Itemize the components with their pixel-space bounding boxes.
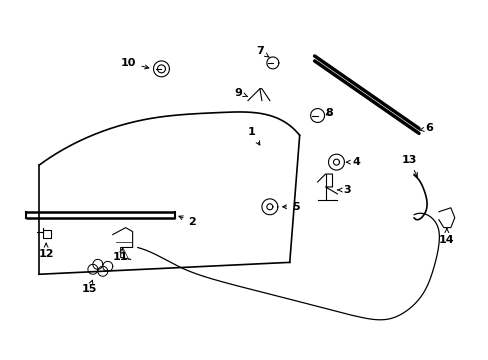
Text: 8: 8 bbox=[325, 108, 333, 117]
Text: 12: 12 bbox=[38, 243, 54, 260]
Text: 2: 2 bbox=[179, 216, 196, 227]
Text: 7: 7 bbox=[256, 46, 268, 57]
Text: 1: 1 bbox=[247, 127, 259, 145]
Text: 4: 4 bbox=[346, 157, 360, 167]
Text: 5: 5 bbox=[282, 202, 299, 212]
Text: 13: 13 bbox=[401, 155, 416, 176]
Text: 3: 3 bbox=[337, 185, 350, 195]
Text: 9: 9 bbox=[234, 88, 247, 98]
Text: 14: 14 bbox=[438, 229, 454, 244]
Text: 10: 10 bbox=[121, 58, 148, 69]
Text: 6: 6 bbox=[419, 123, 432, 134]
Text: 11: 11 bbox=[113, 248, 128, 262]
Text: 15: 15 bbox=[81, 280, 96, 294]
